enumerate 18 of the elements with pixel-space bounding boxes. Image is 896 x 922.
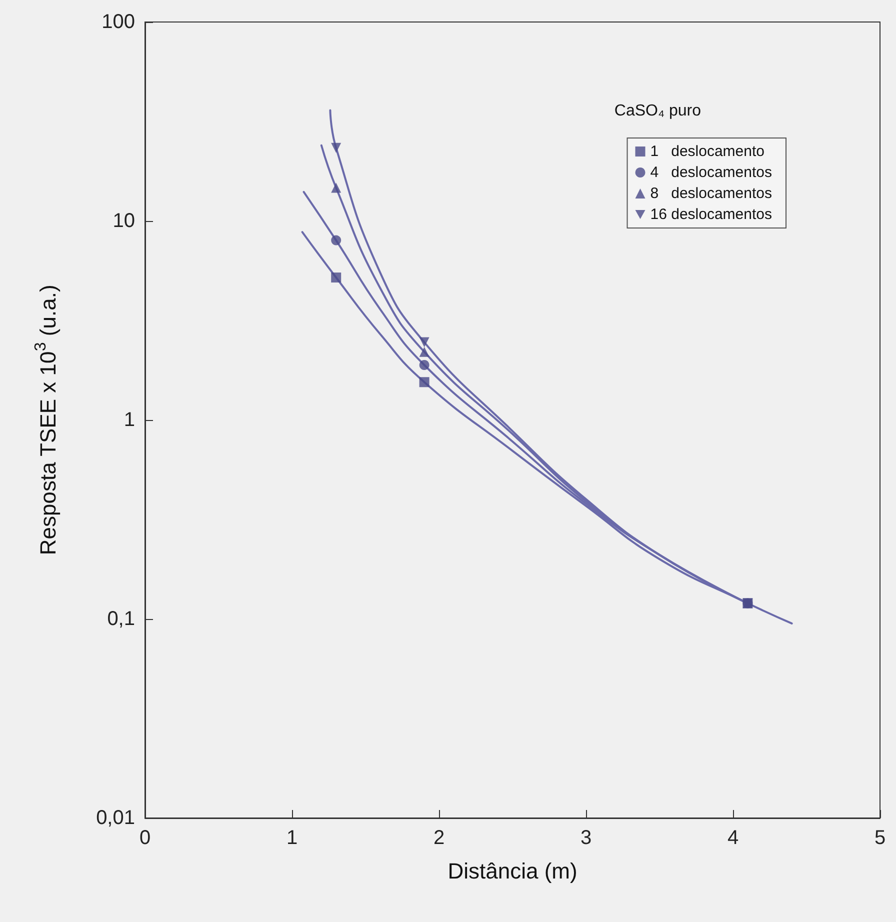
x-tick-label: 0	[139, 827, 151, 849]
x-tick-label: 5	[874, 827, 886, 849]
y-tick-label: 100	[102, 11, 135, 33]
y-tick-label: 0,1	[107, 608, 135, 630]
x-tick-label: 4	[727, 827, 739, 849]
y-tick-label: 1	[124, 409, 135, 431]
y-tick-label: 0,01	[96, 807, 135, 829]
x-tick-label: 3	[580, 827, 592, 849]
legend-label: 16 deslocamentos	[650, 206, 772, 223]
y-tick-label: 10	[112, 210, 135, 232]
y-axis-title: Resposta TSEE x 103 (u.a.)	[32, 284, 60, 556]
x-axis-title: Distância (m)	[448, 858, 578, 884]
x-tick-label: 1	[286, 827, 298, 849]
legend-title: CaSO₄ puro	[614, 102, 702, 120]
legend-label: 1 deslocamento	[650, 143, 765, 160]
legend-label: 8 deslocamentos	[650, 185, 772, 202]
legend-label: 4 deslocamentos	[650, 164, 772, 181]
x-tick-label: 2	[433, 827, 445, 849]
